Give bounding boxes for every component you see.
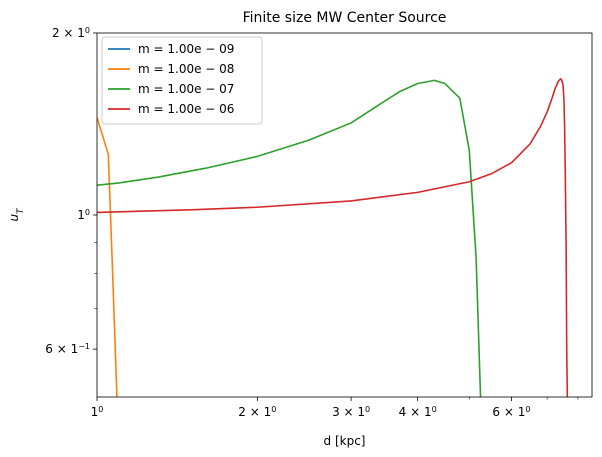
legend-box <box>101 36 263 125</box>
legend-label-4: m = 1.00e − 06 <box>138 102 234 116</box>
series-line-3 <box>97 79 482 397</box>
y-tick-label: 2 × 10 <box>52 26 90 41</box>
x-tick-label: 10 <box>91 405 104 420</box>
x-axis-label: d [kpc] <box>324 434 366 448</box>
series-line-2 <box>97 117 118 397</box>
chart-title: Finite size MW Center Source <box>243 10 447 26</box>
x-tick-label: 6 × 10 <box>492 405 530 420</box>
legend: m = 1.00e − 09 m = 1.00e − 08 m = 1.00e − … <box>101 36 263 125</box>
x-tick-label: 4 × 10 <box>399 405 437 420</box>
x-tick-label: 2 × 10 <box>238 405 276 420</box>
legend-label-3: m = 1.00e − 07 <box>138 82 234 96</box>
legend-label-1: m = 1.00e − 09 <box>138 42 234 56</box>
y-tick-label: 6 × 1−1 <box>45 342 90 357</box>
legend-label-2: m = 1.00e − 08 <box>138 62 234 76</box>
y-axis-label: uT <box>7 207 26 222</box>
series-line-4 <box>97 77 569 397</box>
y-tick-label: 10 <box>77 208 90 223</box>
x-tick-label: 3 × 10 <box>332 405 370 420</box>
